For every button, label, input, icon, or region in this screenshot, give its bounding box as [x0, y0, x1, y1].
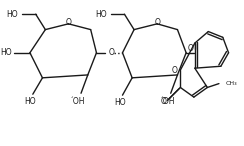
Text: O: O	[154, 18, 160, 27]
Text: ´OH: ´OH	[160, 97, 176, 106]
Text: O: O	[172, 66, 177, 75]
Text: HO: HO	[0, 48, 12, 57]
Text: CH₃: CH₃	[226, 81, 237, 86]
Text: HO: HO	[114, 98, 125, 107]
Text: O: O	[188, 44, 194, 53]
Text: O: O	[66, 18, 71, 27]
Text: ´OH: ´OH	[70, 97, 85, 106]
Text: HO: HO	[95, 10, 107, 19]
Text: O: O	[109, 48, 115, 57]
Text: HO: HO	[7, 10, 18, 19]
Text: O: O	[161, 97, 167, 106]
Text: HO: HO	[24, 97, 36, 106]
